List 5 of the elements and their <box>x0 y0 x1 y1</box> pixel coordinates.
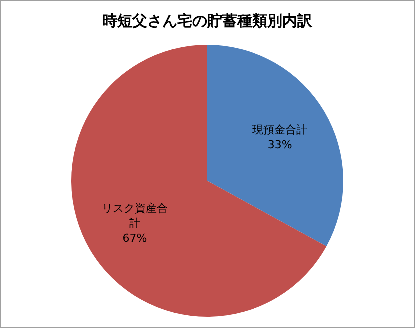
slice-label: リスク資産合計 <box>102 202 168 230</box>
data-label: 33% <box>268 138 292 152</box>
slice-label: 現預金合計 <box>252 123 308 136</box>
data-label: 67% <box>122 232 148 245</box>
chart-title: 時短父さん宅の貯蓄種類別内訳 <box>102 12 314 30</box>
